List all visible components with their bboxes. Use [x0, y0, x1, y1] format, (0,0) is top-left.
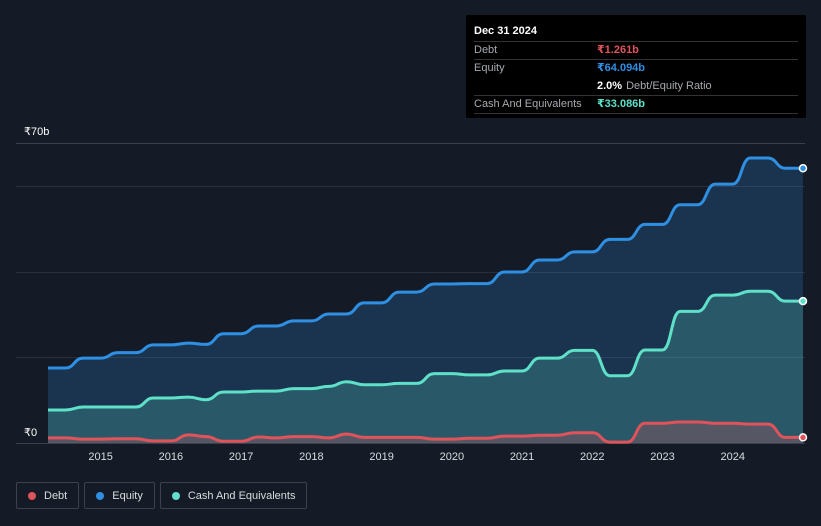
x-tick-label: 2024 — [721, 451, 745, 463]
legend-label-cash: Cash And Equivalents — [187, 489, 296, 502]
cash-end-point[interactable] — [798, 296, 808, 306]
legend-label-equity: Equity — [112, 489, 143, 502]
y-tick-label-zero: ₹0 — [24, 427, 37, 439]
tooltip-debt-value: ₹1.261b — [597, 44, 639, 56]
x-tick-label: 2015 — [88, 451, 112, 463]
tooltip-equity-value: ₹64.094b — [597, 62, 646, 74]
tooltip-cash-label: Cash And Equivalents — [474, 98, 582, 110]
legend-label-debt: Debt — [44, 489, 68, 502]
dot-layer — [798, 164, 808, 442]
legend-item-equity[interactable]: Equity — [84, 482, 155, 509]
tooltip-ratio-value: 2.0% — [597, 80, 623, 92]
cash-area — [48, 291, 803, 443]
x-tick-label: 2023 — [650, 451, 674, 463]
tooltip-cash-value: ₹33.086b — [597, 98, 646, 110]
x-tick-label: 2021 — [510, 451, 534, 463]
legend-item-cash[interactable]: Cash And Equivalents — [159, 482, 308, 509]
x-tick-label: 2016 — [159, 451, 183, 463]
tooltip-date: Dec 31 2024 — [474, 24, 798, 42]
cash-dot-icon — [171, 491, 180, 500]
y-tick-label-max: ₹70b — [24, 126, 49, 138]
x-tick-label: 2020 — [440, 451, 464, 463]
x-axis: 2015 2016 2017 2018 2019 2020 2021 2022 2023 2024 — [88, 451, 745, 463]
debt-dot-icon — [28, 491, 36, 500]
x-tick-label: 2017 — [229, 451, 253, 463]
tooltip-equity-label: Equity — [474, 62, 505, 74]
equity-dot-icon — [96, 491, 105, 500]
equity-end-point[interactable] — [798, 164, 808, 173]
tooltip-row-cash: Cash And Equivalents ₹33.086b — [474, 96, 798, 114]
equity-series-line — [48, 156, 803, 370]
legend-item-debt[interactable]: Debt — [16, 482, 80, 509]
debt-series-line — [48, 420, 803, 444]
legend: Debt Equity Cash And Equivalents — [16, 482, 308, 509]
tooltip-panel: Dec 31 2024 Debt ₹1.261b Equity ₹64.094b… — [466, 15, 806, 118]
area-layer — [48, 158, 803, 443]
x-tick-label: 2019 — [369, 451, 393, 463]
tooltip-ratio-label: Debt/Equity Ratio — [626, 80, 712, 92]
equity-area — [48, 158, 803, 443]
line-layer — [48, 156, 803, 444]
debt-end-point[interactable] — [798, 433, 808, 442]
tooltip-row-equity: Equity ₹64.094b — [474, 60, 798, 78]
tooltip-row-ratio: 2.0% Debt/Equity Ratio — [474, 78, 798, 96]
x-tick-label: 2018 — [299, 451, 323, 463]
tooltip-debt-label: Debt — [474, 44, 498, 56]
cash-series-line — [48, 289, 803, 412]
tooltip-row-debt: Debt ₹1.261b — [474, 42, 798, 60]
x-tick-label: 2022 — [580, 451, 604, 463]
